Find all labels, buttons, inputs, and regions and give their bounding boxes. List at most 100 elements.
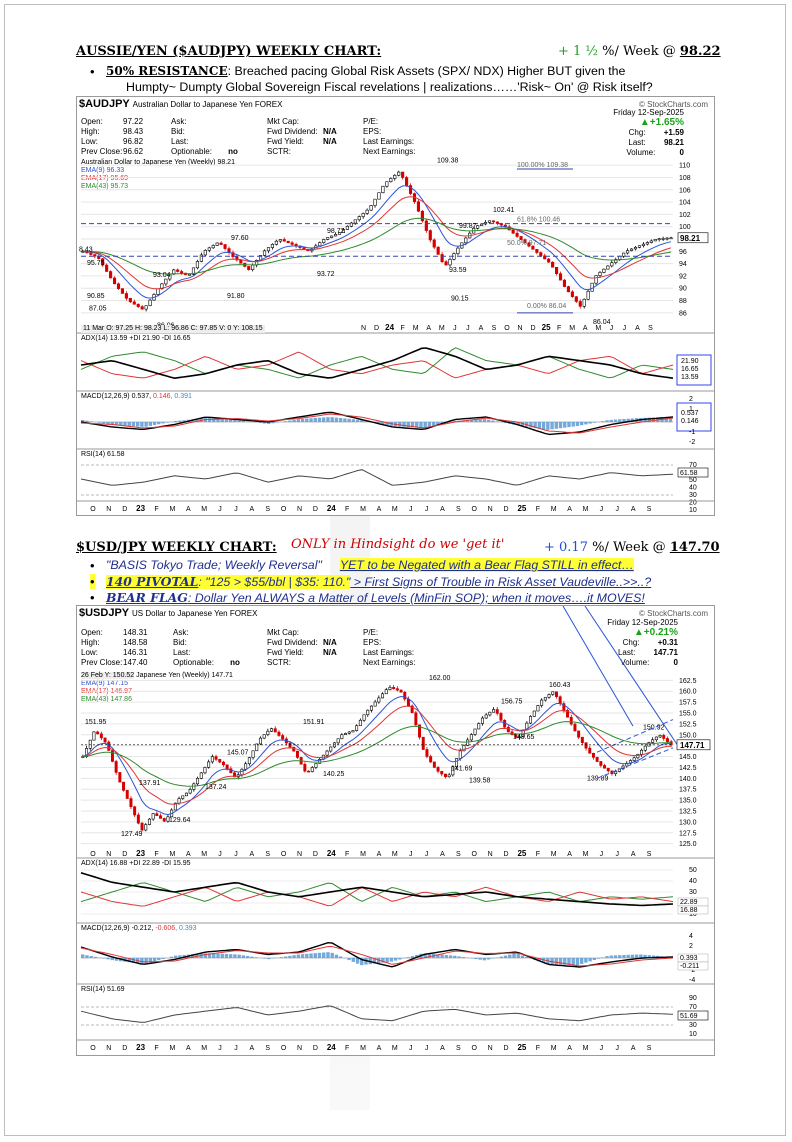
candle-body [274,240,278,245]
candle-body [112,277,117,285]
candle-body [101,258,105,266]
candle-body [239,259,243,264]
rsi-tag-box [677,467,709,478]
candle-body [580,736,584,743]
x-tick-label: M [583,1045,589,1052]
candle-body [314,763,318,768]
aud-chart: $AUDJPY Australian Dollar to Japanese Ye… [76,96,715,516]
macd-hist-bar [313,417,317,422]
candle-body [223,244,227,249]
candle-body [540,699,544,706]
macd-hist-bar [203,953,208,958]
candle-body [144,824,148,831]
x-tick-label: F [154,506,158,513]
macd-hist-bar [567,958,571,965]
x-tick-label: F [536,851,540,858]
candle-body [292,746,296,752]
x-tick-label: A [479,325,484,332]
macd-hist-bar [157,958,161,961]
candle-body [214,756,218,760]
ema-43-line [82,217,672,275]
macd-hist-bar [326,952,330,958]
macd-hist-bar [377,422,381,424]
candle-body [495,709,499,714]
candle-body [118,772,122,783]
candle-body [281,735,285,740]
candle-body [428,230,432,241]
candle-body [107,741,111,751]
x-tick-label: M [583,851,589,858]
x-tick-label: D [122,506,127,513]
macd-hist-bar [630,418,635,422]
candle-body [551,261,555,268]
price-annotation: 145.07 [227,749,249,756]
rsi-line [80,1005,674,1023]
candle-body [577,730,581,738]
candle-body [488,711,492,716]
candle-body [365,209,369,214]
x-tick-label: A [440,506,445,513]
candle-body [221,761,225,766]
macd-signal-line [80,945,674,967]
candle-body [251,264,255,270]
x-tick-label: J [616,1045,620,1052]
macd-hist-bar [651,955,656,958]
macd-hist-bar [508,954,512,958]
candle-body [595,757,599,762]
macd-hist-bar [313,953,317,958]
candle-body [403,691,407,700]
candle-body [225,764,229,770]
macd-hist-bar [224,419,229,422]
x-tick-label: 23 [136,504,145,513]
macd-hist-bar [229,419,233,422]
macd-highlight-box [676,402,712,432]
candle-body [373,198,377,206]
candle-body [405,177,409,186]
y-tick-label: 152.5 [679,721,697,728]
x-tick-label: J [234,851,238,858]
candle-body [125,790,129,799]
candle-body [355,725,359,731]
x-tick-label: S [456,506,461,513]
macd-hist-bar [288,955,292,958]
y-tick-label: 157.5 [679,700,697,707]
x-tick-label: F [401,325,405,332]
x-tick-label: J [409,506,413,513]
macd-hist-bar [267,958,271,960]
macd-hist-bar [419,422,423,428]
macd-hist-bar [571,422,575,427]
macd-hist-bar [262,422,267,424]
macd-hist-bar [347,418,351,422]
macd-hist-bar [393,958,398,961]
candle-body [247,266,251,270]
candle-body [333,234,338,237]
candle-body [529,716,533,724]
x-tick-label: F [345,506,349,513]
candle-body [499,713,503,721]
macd-hist-bar [398,422,402,427]
candle-body [373,701,377,707]
candle-body [429,756,433,763]
macd-hist-bar [229,954,233,958]
x-tick-label: M [360,1045,366,1052]
x-tick-label: D [122,1045,127,1052]
candle-body [636,754,640,759]
x-tick-label: A [186,851,191,858]
candle-body [643,745,647,751]
x-tick-label: M [360,851,366,858]
macd-hist-bar [292,419,296,422]
candle-body [573,723,577,732]
macd-hist-bar [102,958,106,959]
candle-body [447,774,451,778]
candle-body [665,237,669,240]
macd-hist-bar [563,422,567,428]
x-tick-label: N [518,325,523,332]
macd-hist-bar [245,955,250,958]
macd-hist-bar [626,418,630,422]
aud-bullet-lead: 50% RESISTANCE [106,64,228,78]
candle-body [290,242,294,245]
aud-legend: Australian Dollar to Japanese Yen (Weekl… [81,159,235,190]
candle-body [647,742,651,747]
candle-body [160,283,164,290]
macd-hist-bar [453,955,457,958]
